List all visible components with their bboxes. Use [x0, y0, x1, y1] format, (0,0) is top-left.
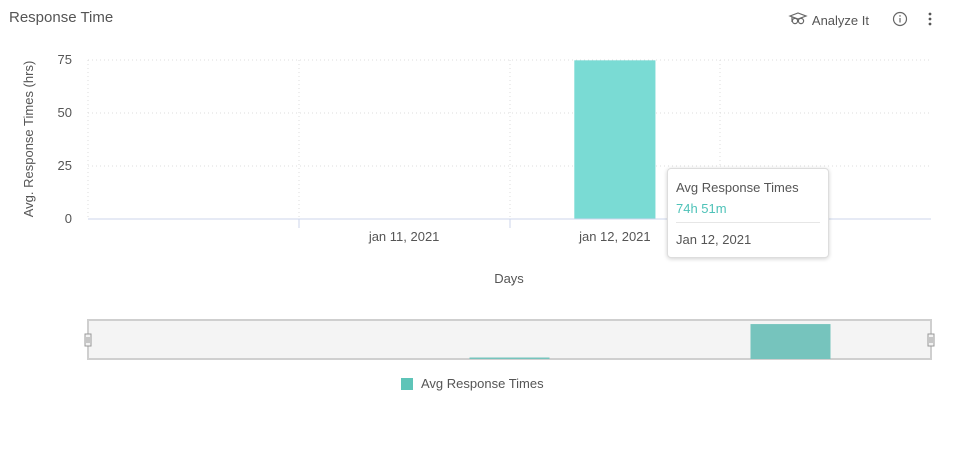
info-button[interactable] — [889, 9, 911, 31]
tooltip-series-name: Avg Response Times — [676, 180, 799, 195]
tooltip-value: 74h 51m — [676, 201, 727, 216]
x-tick-label: jan 11, 2021 — [368, 229, 440, 244]
chart-legend[interactable]: Avg Response Times — [401, 376, 544, 391]
navigator-bars — [469, 324, 831, 359]
more-options-button[interactable] — [919, 9, 941, 31]
navigator-bar — [750, 324, 831, 359]
navigator-right-handle[interactable] — [927, 333, 935, 347]
y-tick-label: 0 — [65, 211, 72, 226]
chart-title: Response Time — [9, 9, 114, 26]
x-axis-title: Days — [494, 271, 524, 286]
header-actions: Analyze It — [788, 9, 941, 31]
chart-bars — [574, 60, 656, 220]
analyze-it-label: Analyze It — [811, 12, 869, 28]
x-axis-ticks: jan 11, 2021 jan 12, 2021 — [368, 229, 651, 244]
x-tick-label: jan 12, 2021 — [578, 229, 651, 244]
range-navigator[interactable] — [84, 319, 935, 360]
y-axis-ticks: 0 25 50 75 — [58, 52, 72, 226]
legend-label: Avg Response Times — [421, 376, 544, 391]
navigator-left-handle[interactable] — [84, 333, 92, 347]
bar[interactable] — [574, 60, 656, 220]
navigator-bar — [469, 357, 550, 359]
y-tick-label: 50 — [58, 105, 72, 120]
chart-tooltip: Avg Response Times 74h 51m Jan 12, 2021 — [667, 168, 829, 258]
more-vertical-icon — [927, 11, 933, 30]
tooltip-date: Jan 12, 2021 — [676, 232, 752, 247]
info-icon — [892, 11, 908, 30]
tooltip-divider — [676, 222, 820, 223]
y-axis-title: Avg. Response Times (hrs) — [21, 61, 36, 218]
y-tick-label: 25 — [58, 158, 72, 173]
owl-icon — [788, 11, 808, 30]
analyze-it-button[interactable]: Analyze It — [788, 11, 869, 30]
y-tick-label: 75 — [58, 52, 72, 67]
legend-swatch — [401, 377, 413, 390]
